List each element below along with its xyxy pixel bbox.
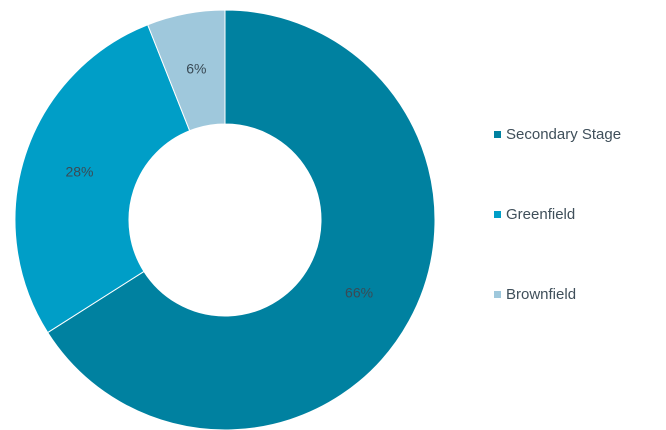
legend-swatch-secondary-stage (494, 130, 501, 138)
data-label-secondary-stage: 66% (345, 284, 373, 300)
chart-legend: Secondary Stage Greenfield Brownfield (494, 124, 621, 304)
legend-swatch-greenfield (494, 210, 501, 218)
data-label-brownfield: 6% (186, 60, 206, 76)
slice-greenfield (14, 24, 191, 334)
slice-secondary-stage (47, 9, 436, 430)
donut-slices (14, 9, 436, 430)
legend-item-secondary-stage: Secondary Stage (494, 124, 621, 144)
legend-label-brownfield: Brownfield (506, 285, 577, 303)
slice-brownfield (147, 9, 226, 132)
data-label-greenfield: 28% (65, 163, 93, 179)
legend-swatch-brownfield (494, 290, 501, 298)
legend-label-greenfield: Greenfield (506, 205, 576, 223)
donut-labels: 66% 28% 6% (65, 60, 373, 300)
legend-label-secondary-stage: Secondary Stage (506, 125, 622, 143)
legend-item-brownfield: Brownfield (494, 284, 621, 304)
legend-item-greenfield: Greenfield (494, 204, 621, 224)
